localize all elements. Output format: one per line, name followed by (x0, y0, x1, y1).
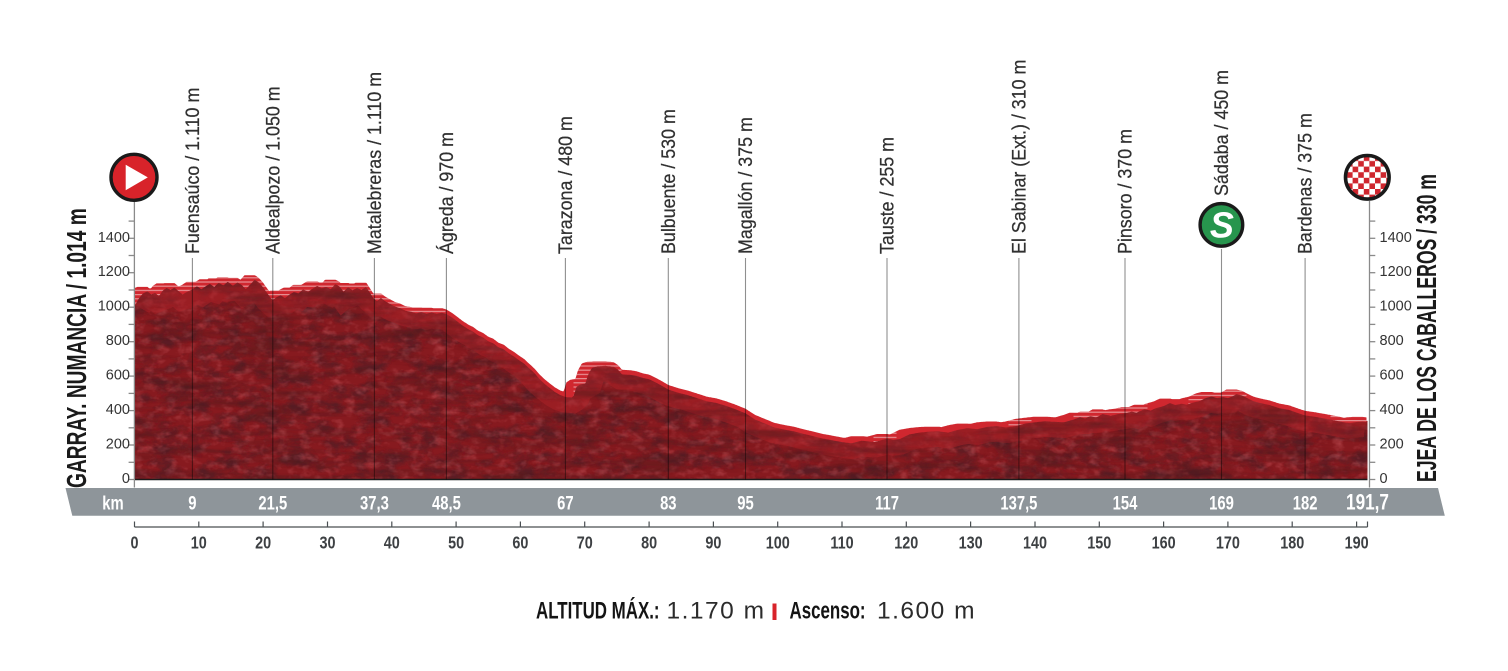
svg-text:1400: 1400 (1380, 230, 1412, 246)
svg-text:400: 400 (1380, 402, 1404, 418)
svg-text:Sádaba / 450 m: Sádaba / 450 m (1210, 70, 1232, 196)
svg-text:Magallón / 375 m: Magallón / 375 m (734, 117, 756, 254)
svg-text:El Sabinar (Ext.) / 310 m: El Sabinar (Ext.) / 310 m (1008, 60, 1030, 254)
svg-text:37,3: 37,3 (360, 493, 389, 514)
svg-text:1000: 1000 (1380, 299, 1412, 315)
svg-text:60: 60 (512, 533, 528, 553)
svg-text:1400: 1400 (98, 230, 130, 246)
svg-text:ALTITUD MÁX.:: ALTITUD MÁX.: (536, 598, 660, 625)
svg-text:50: 50 (448, 533, 464, 553)
svg-text:200: 200 (106, 437, 130, 453)
svg-text:80: 80 (641, 533, 657, 553)
svg-text:9: 9 (188, 493, 196, 514)
svg-text:Tauste / 255 m: Tauste / 255 m (876, 137, 898, 254)
svg-text:170: 170 (1216, 533, 1240, 553)
svg-text:150: 150 (1087, 533, 1111, 553)
svg-text:130: 130 (959, 533, 983, 553)
svg-text:40: 40 (384, 533, 400, 553)
svg-text:1.600 m: 1.600 m (877, 598, 976, 625)
svg-text:154: 154 (1113, 493, 1138, 514)
svg-text:120: 120 (894, 533, 918, 553)
svg-text:GARRAY. NUMANCIA / 1.014 m: GARRAY. NUMANCIA / 1.014 m (61, 208, 93, 488)
svg-text:EJEA DE LOS CABALLEROS / 330 m: EJEA DE LOS CABALLEROS / 330 m (1411, 174, 1442, 482)
svg-text:800: 800 (106, 333, 130, 349)
svg-text:Aldealpozo / 1.050 m: Aldealpozo / 1.050 m (262, 86, 284, 254)
svg-text:Bardenas / 375 m: Bardenas / 375 m (1294, 113, 1316, 254)
svg-text:30: 30 (319, 533, 335, 553)
svg-text:160: 160 (1152, 533, 1176, 553)
svg-text:1000: 1000 (98, 299, 130, 315)
svg-text:Ascenso:: Ascenso: (790, 598, 866, 625)
svg-text:182: 182 (1293, 493, 1318, 514)
svg-text:190: 190 (1345, 533, 1369, 553)
svg-text:100: 100 (766, 533, 790, 553)
svg-text:Ágreda / 970 m: Ágreda / 970 m (435, 132, 457, 254)
svg-text:800: 800 (1380, 333, 1404, 349)
svg-text:Tarazona / 480 m: Tarazona / 480 m (554, 116, 576, 254)
svg-text:95: 95 (737, 493, 753, 514)
svg-text:67: 67 (557, 493, 573, 514)
svg-text:180: 180 (1280, 533, 1304, 553)
svg-text:1200: 1200 (1380, 264, 1412, 280)
svg-text:1.170 m: 1.170 m (667, 598, 766, 625)
svg-text:Bulbuente / 530 m: Bulbuente / 530 m (657, 109, 679, 254)
svg-text:110: 110 (830, 533, 853, 553)
svg-text:600: 600 (106, 368, 130, 384)
svg-text:83: 83 (660, 493, 676, 514)
svg-text:10: 10 (191, 533, 207, 553)
svg-text:70: 70 (577, 533, 593, 553)
svg-text:200: 200 (1380, 437, 1404, 453)
svg-text:1200: 1200 (98, 264, 130, 280)
svg-text:0: 0 (130, 533, 138, 553)
svg-text:21,5: 21,5 (258, 493, 287, 514)
svg-text:0: 0 (1380, 471, 1388, 487)
svg-text:Pinsoro / 370 m: Pinsoro / 370 m (1114, 129, 1136, 254)
svg-text:Fuensaúco / 1.110 m: Fuensaúco / 1.110 m (181, 88, 203, 254)
svg-text:90: 90 (705, 533, 721, 553)
svg-text:0: 0 (122, 471, 130, 487)
svg-text:Matalebreras / 1.110 m: Matalebreras / 1.110 m (363, 72, 385, 254)
svg-text:140: 140 (1023, 533, 1047, 553)
svg-text:20: 20 (255, 533, 271, 553)
svg-text:km: km (102, 493, 123, 514)
svg-text:600: 600 (1380, 368, 1404, 384)
svg-text:48,5: 48,5 (432, 493, 461, 514)
svg-text:117: 117 (875, 493, 899, 514)
svg-text:400: 400 (106, 402, 130, 418)
svg-text:137,5: 137,5 (1000, 493, 1037, 514)
svg-text:169: 169 (1209, 493, 1234, 514)
svg-text:191,7: 191,7 (1346, 491, 1389, 516)
svg-text:S: S (1210, 205, 1234, 246)
